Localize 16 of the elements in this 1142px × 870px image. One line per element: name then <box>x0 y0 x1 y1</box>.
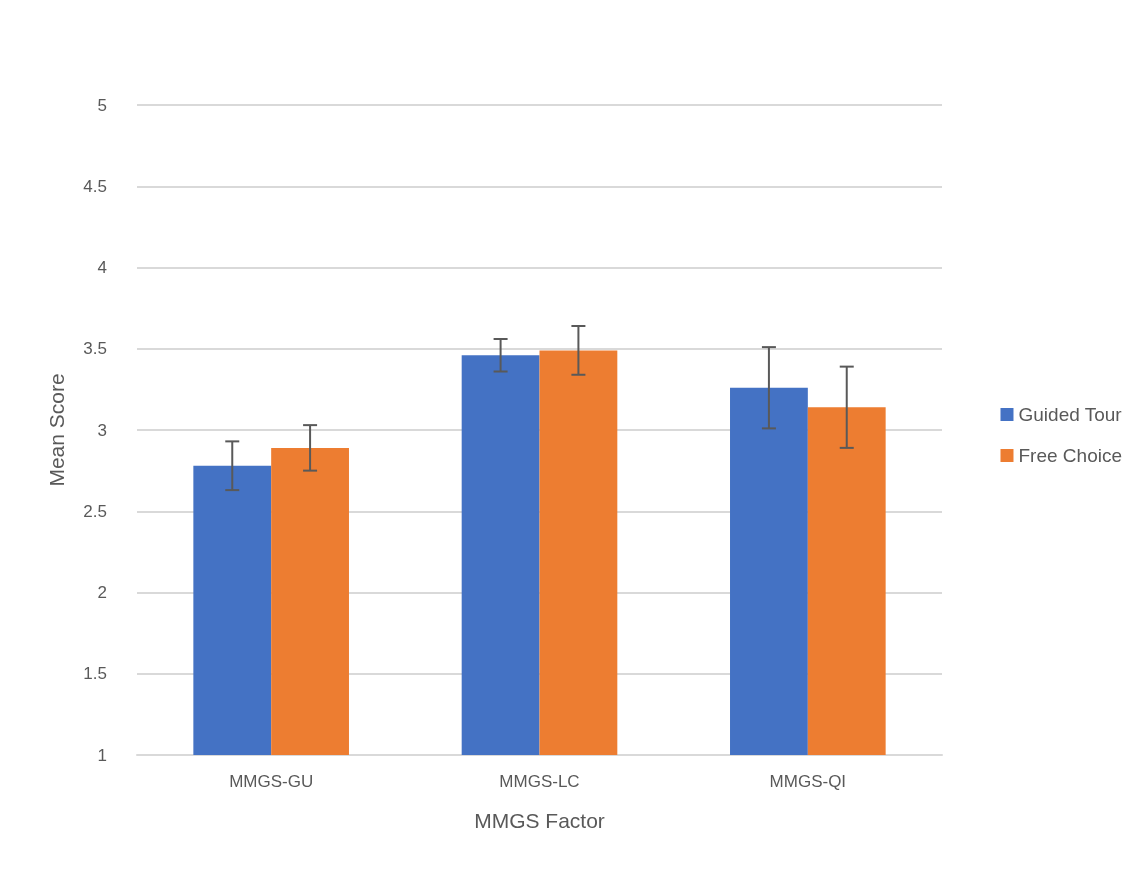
y-tick-label: 5 <box>97 95 107 115</box>
y-tick-label: 3.5 <box>83 339 107 359</box>
x-tick-label: MMGS-QI <box>769 772 847 791</box>
y-tick-label: 3 <box>97 420 107 440</box>
y-tick-label: 2 <box>97 583 107 602</box>
legend-label: Free Choice <box>1018 445 1122 466</box>
x-tick-label: MMGS-LC <box>499 772 580 791</box>
y-tick-label: 4 <box>97 258 107 277</box>
y-axis-title: Mean Score <box>45 373 68 487</box>
y-tick-label: 2.5 <box>83 501 107 521</box>
y-tick-label: 1.5 <box>83 664 107 684</box>
y-tick-label: 1 <box>97 745 107 765</box>
legend-label: Guided Tour <box>1018 404 1123 425</box>
x-tick-label: MMGS-GU <box>229 772 314 791</box>
x-axis-title: MMGS Factor <box>474 809 605 832</box>
y-tick-label: 4.5 <box>83 176 107 196</box>
